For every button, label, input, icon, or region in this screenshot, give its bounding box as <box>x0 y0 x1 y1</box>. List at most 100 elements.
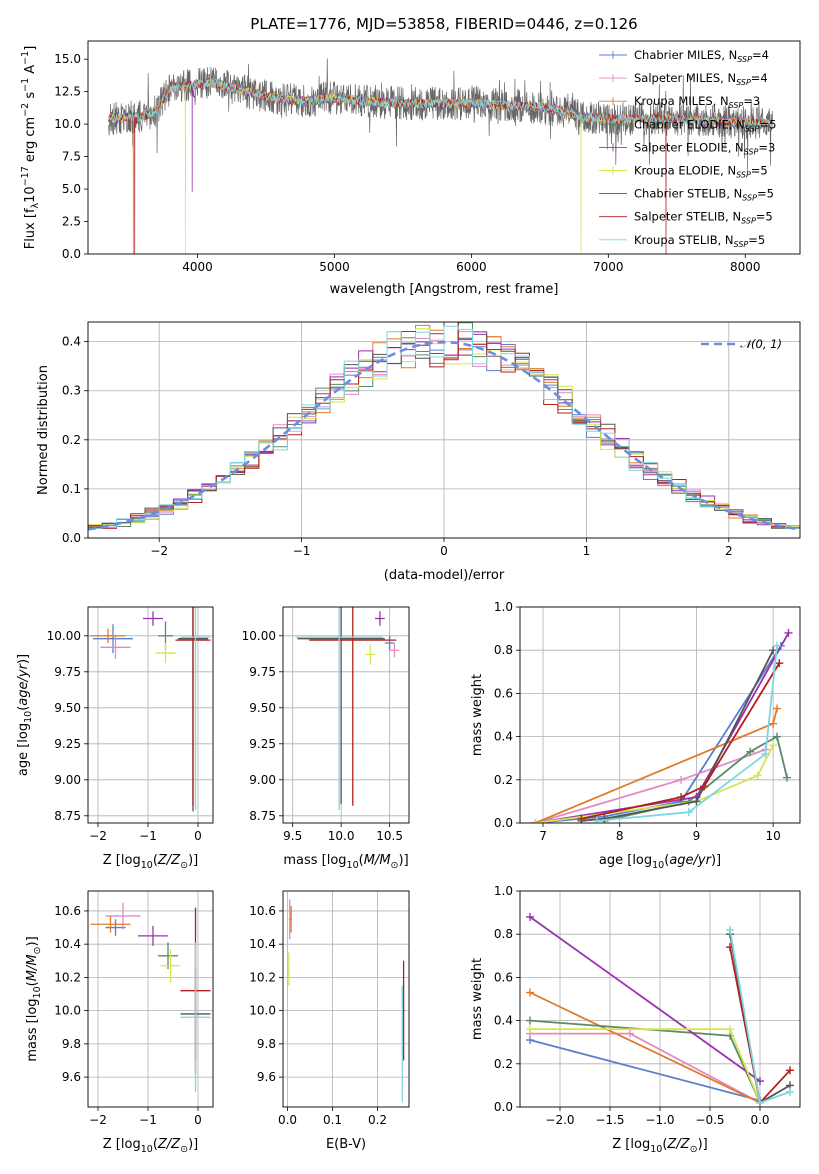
x-axis-label: Z [log10(Z/Z⊙)] <box>103 853 198 871</box>
weight-point <box>772 641 781 650</box>
weight-line-1 <box>535 645 782 823</box>
legend-label-8: Salpeter STELIB, NSSP=5 <box>634 210 773 226</box>
plot-area <box>108 58 773 254</box>
x-tick-label: 0.2 <box>368 1113 387 1127</box>
figure-title: PLATE=1776, MJD=53858, FIBERID=0446, z=0… <box>250 15 637 33</box>
y-tick-label: 0.0 <box>62 247 81 261</box>
weight-point <box>526 1025 534 1034</box>
weight-point <box>756 1098 764 1107</box>
y-tick-label: 10.00 <box>47 629 81 643</box>
weight-point <box>769 719 778 728</box>
weight-point <box>531 819 540 823</box>
weight-point <box>782 773 791 782</box>
x-tick-label: −1 <box>139 829 157 843</box>
x-tick-label: 7 <box>539 829 547 843</box>
y-tick-label: 10.6 <box>249 904 276 918</box>
x-tick-label: −2 <box>150 544 168 558</box>
panel-age-vs-mass: 9.5 10.0 10.5 8.75 9.00 9.25 9.50 9.75 10.00 mass… <box>242 606 410 871</box>
y-tick-label: 9.6 <box>257 1070 276 1084</box>
spectrum-line-9 <box>108 78 773 129</box>
y-tick-label: 9.50 <box>54 701 81 715</box>
x-axis-label: Z [log10(Z/Z⊙)] <box>103 1137 198 1155</box>
y-tick-label: 9.8 <box>257 1037 276 1051</box>
legend-label-5: Salpeter ELODIE, NSSP=3 <box>634 140 775 156</box>
y-tick-label: 10.0 <box>54 117 81 131</box>
weight-point <box>684 808 693 817</box>
y-tick-label: 0.2 <box>494 773 513 787</box>
y-tick-label: 0.6 <box>494 686 513 700</box>
y-tick-label: 9.25 <box>249 737 276 751</box>
plot-area <box>90 902 211 1093</box>
y-axis-label: mass weight <box>470 958 485 1040</box>
weight-line-7 <box>581 649 775 822</box>
weight-line-3 <box>529 991 761 1104</box>
weight-point <box>726 925 734 934</box>
y-tick-label: 10.0 <box>249 1004 276 1018</box>
axes-frame <box>87 606 214 824</box>
axes-frame <box>519 890 801 1108</box>
x-tick-label: 8 <box>616 829 624 843</box>
panel-weight-vs-Z: −2.0 −1.5 −1.0 −0.5 0.0 0.0 0.2 0.4 0.6 0.8 1.0 Z [… <box>470 884 801 1155</box>
y-tick-label: 0.2 <box>62 433 81 447</box>
x-axis-label: Z [log10(Z/Z⊙)] <box>612 1137 707 1155</box>
plot-area <box>531 628 793 823</box>
weight-point <box>677 775 686 784</box>
x-tick-label: 5000 <box>319 260 350 274</box>
x-tick-label: 9.5 <box>283 829 302 843</box>
legend-label-9: Kroupa STELIB, NSSP=5 <box>634 233 765 249</box>
y-tick-label: 7.5 <box>62 150 81 164</box>
legend-label-1: Chabrier MILES, NSSP=4 <box>634 48 769 64</box>
x-tick-label: −1 <box>139 1113 157 1127</box>
y-tick-label: 9.25 <box>54 737 81 751</box>
weight-point <box>784 628 793 637</box>
y-tick-label: 8.75 <box>249 809 276 823</box>
x-tick-label: 4000 <box>182 260 213 274</box>
legend-label-6: Kroupa ELODIE, NSSP=5 <box>634 164 768 180</box>
y-tick-label: 1.0 <box>494 884 513 898</box>
y-tick-label: 0.2 <box>494 1057 513 1071</box>
x-tick-label: −2 <box>89 829 107 843</box>
weight-line-6 <box>535 744 775 823</box>
plot-area <box>295 607 400 811</box>
weight-point <box>526 1016 534 1025</box>
x-tick-label: 0 <box>194 829 202 843</box>
y-tick-label: 0.4 <box>494 730 513 744</box>
y-tick-label: 0.1 <box>62 482 81 496</box>
weight-point <box>726 1025 734 1034</box>
x-tick-label: −1.5 <box>595 1113 624 1127</box>
x-tick-label: 0.0 <box>278 1113 297 1127</box>
y-tick-label: 1.0 <box>494 600 513 614</box>
y-axis-label: Flux [fλ10−17 erg cm−2 s−1 A−1] <box>20 46 41 250</box>
weight-point <box>626 1029 634 1038</box>
y-tick-label: 0.3 <box>62 384 81 398</box>
y-tick-label: 9.8 <box>62 1037 81 1051</box>
weight-line-8 <box>581 662 781 820</box>
weight-point <box>769 741 778 750</box>
weight-point <box>526 912 534 921</box>
legend-label: 𝒩(0, 1) <box>740 337 782 351</box>
y-tick-label: 10.4 <box>249 937 276 951</box>
weight-line-5 <box>535 632 790 823</box>
spectrum-legend: Chabrier MILES, NSSP=4 Salpeter MILES, NS… <box>599 48 776 249</box>
panel-spectrum: 4000 5000 6000 7000 8000 0.0 2.5 5.0 7.5 10.0 12.5… <box>20 40 801 297</box>
x-tick-label: 8000 <box>730 260 761 274</box>
weight-line-9 <box>596 645 778 822</box>
y-tick-label: 15.0 <box>54 52 81 66</box>
normal-curve <box>88 340 800 531</box>
y-axis-label: mass weight <box>470 674 485 756</box>
y-tick-label: 10.6 <box>54 904 81 918</box>
weight-line-5 <box>529 916 761 1082</box>
y-tick-label: 5.0 <box>62 182 81 196</box>
y-tick-label: 10.2 <box>54 970 81 984</box>
x-tick-label: 10.0 <box>328 829 355 843</box>
panel-residuals: −2 −1 0 1 2 0.0 0.1 0.2 0.3 0.4 𝒩(0, 1) (data-model… <box>36 321 801 583</box>
weight-point <box>677 793 686 802</box>
x-tick-label: −2 <box>89 1113 107 1127</box>
weight-point <box>692 797 701 806</box>
weight-point <box>786 1087 794 1096</box>
x-tick-label: −1 <box>293 544 311 558</box>
axes-frame <box>519 606 801 824</box>
weight-point <box>772 704 781 713</box>
y-tick-label: 12.5 <box>54 85 81 99</box>
